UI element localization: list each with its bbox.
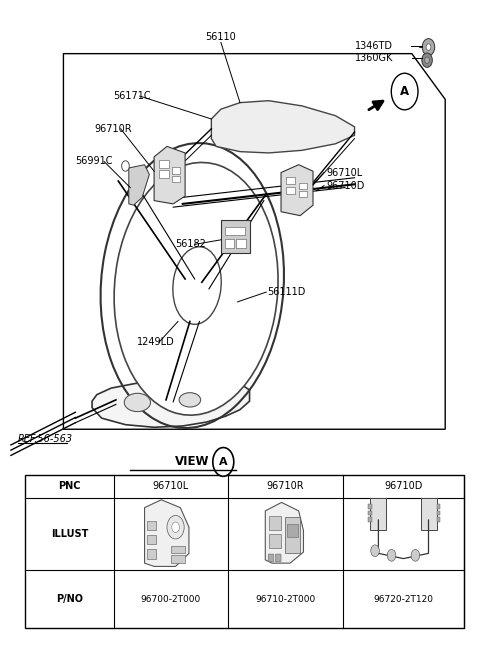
Circle shape [387,550,396,561]
Circle shape [426,44,431,51]
Text: REF.56-563: REF.56-563 [18,434,73,444]
Text: 1360GK: 1360GK [355,53,393,63]
FancyBboxPatch shape [225,227,245,235]
FancyBboxPatch shape [172,167,180,174]
FancyBboxPatch shape [368,518,372,522]
Text: 96710R: 96710R [266,482,304,491]
Text: 56111D: 56111D [268,287,306,297]
Text: 1346TD: 1346TD [355,41,393,51]
FancyArrowPatch shape [152,523,154,525]
FancyBboxPatch shape [159,160,169,168]
Text: 96710R: 96710R [95,124,132,134]
FancyBboxPatch shape [437,504,441,509]
Text: A: A [219,457,228,467]
FancyBboxPatch shape [437,511,441,516]
Polygon shape [129,165,149,205]
Text: 1249LD: 1249LD [137,337,175,348]
Circle shape [411,550,420,561]
Circle shape [213,447,234,476]
FancyBboxPatch shape [147,521,156,530]
Text: 96710D: 96710D [326,180,364,191]
Text: 96710L: 96710L [326,167,362,178]
Ellipse shape [179,393,201,407]
FancyBboxPatch shape [171,546,185,554]
Text: 56110: 56110 [205,32,236,43]
Circle shape [422,39,435,56]
Text: 96700-2T000: 96700-2T000 [141,594,201,604]
FancyBboxPatch shape [286,187,295,194]
Ellipse shape [173,247,221,324]
Polygon shape [63,54,445,429]
Polygon shape [211,100,355,153]
FancyBboxPatch shape [221,220,250,253]
Text: 96710-2T000: 96710-2T000 [255,594,315,604]
FancyBboxPatch shape [276,554,281,562]
FancyBboxPatch shape [159,170,169,178]
Circle shape [167,516,184,539]
Text: 56182: 56182 [176,239,206,249]
Text: 56171C: 56171C [114,91,151,101]
FancyBboxPatch shape [268,554,274,562]
FancyBboxPatch shape [287,524,298,537]
Text: VIEW: VIEW [175,455,209,468]
Polygon shape [92,379,250,427]
Text: 56991C: 56991C [75,156,113,167]
FancyBboxPatch shape [285,518,300,554]
Text: 96710L: 96710L [153,482,189,491]
FancyBboxPatch shape [368,504,372,509]
Text: 96710D: 96710D [384,482,422,491]
FancyBboxPatch shape [269,516,281,531]
FancyBboxPatch shape [299,192,307,197]
FancyBboxPatch shape [437,518,441,522]
Ellipse shape [124,394,151,411]
FancyBboxPatch shape [147,535,156,544]
FancyBboxPatch shape [171,556,185,563]
FancyBboxPatch shape [299,183,307,189]
Polygon shape [144,500,189,566]
Text: PNC: PNC [58,482,81,491]
FancyBboxPatch shape [172,176,180,182]
Text: P/NO: P/NO [56,594,83,604]
Text: ILLUST: ILLUST [51,529,88,539]
Circle shape [425,57,430,64]
FancyBboxPatch shape [368,511,372,516]
Text: A: A [400,85,409,98]
Text: 96720-2T120: 96720-2T120 [373,594,433,604]
Ellipse shape [114,163,278,415]
Polygon shape [281,165,313,216]
FancyBboxPatch shape [421,499,437,530]
FancyBboxPatch shape [225,239,234,249]
Bar [25,475,464,628]
Circle shape [371,545,379,557]
Circle shape [391,73,418,110]
FancyBboxPatch shape [286,177,295,184]
Circle shape [172,522,180,533]
FancyBboxPatch shape [370,499,385,530]
Circle shape [422,53,432,68]
FancyBboxPatch shape [147,550,156,559]
Circle shape [121,161,129,171]
Polygon shape [154,146,185,204]
Polygon shape [265,502,303,563]
FancyBboxPatch shape [269,534,281,548]
FancyBboxPatch shape [236,239,246,249]
